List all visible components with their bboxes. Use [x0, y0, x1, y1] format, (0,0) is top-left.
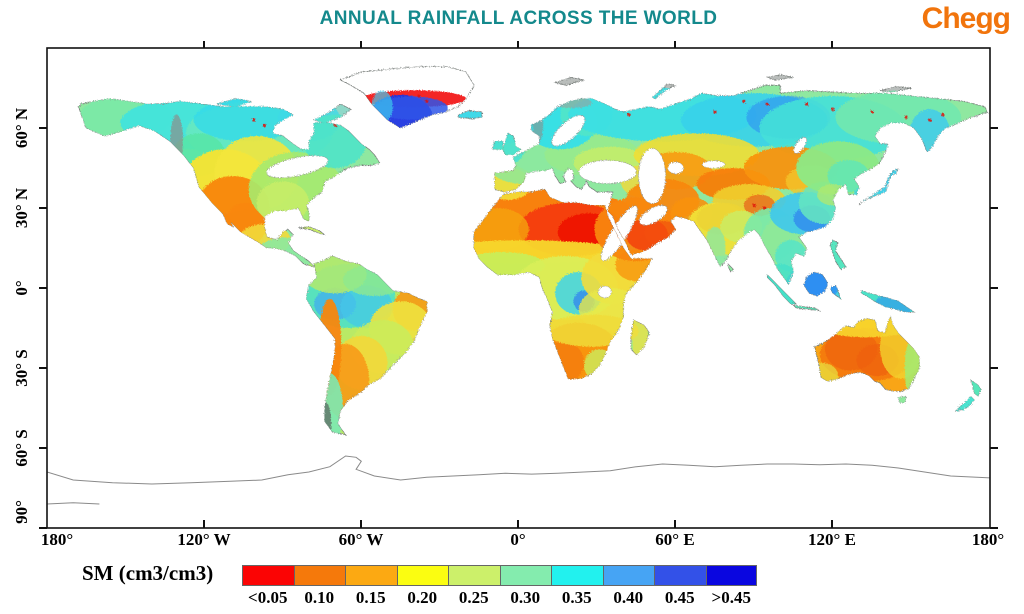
- lat-tick-label: 30° S: [12, 349, 31, 387]
- colorbar-tick-label: 0.25: [458, 588, 489, 607]
- land-cuba: [298, 226, 325, 236]
- world-map-svg: [46, 66, 991, 505]
- colorbar-cell-8: [654, 565, 706, 586]
- land-java: [792, 304, 820, 312]
- land-iceland: [457, 110, 483, 120]
- colorbar-cell-7: [602, 565, 654, 586]
- colorbar-tick-label: 0.40: [613, 588, 644, 607]
- map-plot-area: [46, 48, 991, 528]
- lat-tick-label: 60° S: [12, 429, 31, 467]
- colorbar-cell-4: [448, 565, 500, 586]
- colorbar-tick-label: 0.20: [407, 588, 438, 607]
- land-severnaya: [765, 74, 794, 81]
- colorbar-tick-label: 0.10: [304, 588, 335, 607]
- colorbar-tick-label: 0.15: [355, 588, 386, 607]
- lon-tick-label: 180°: [40, 530, 74, 549]
- colorbar-cell-2: [345, 565, 397, 586]
- colorbar-tick-label: 0.45: [664, 588, 695, 607]
- land-svalbard: [553, 76, 585, 86]
- land-philippines: [829, 239, 847, 270]
- colorbar-cell-5: [499, 565, 551, 586]
- land-srilanka: [727, 263, 734, 273]
- colorbar: [242, 565, 758, 586]
- lon-tick-label: 180°: [971, 530, 1005, 549]
- colorbar-cell-1: [293, 565, 345, 586]
- colorbar-cell-9: [705, 565, 757, 586]
- antarctica-outline: [46, 455, 991, 485]
- lon-tick-label: 0°: [510, 530, 526, 549]
- colorbar-tick-label: <0.05: [248, 588, 288, 607]
- lon-tick-label: 120° W: [177, 530, 231, 549]
- colorbar-tick-label: >0.45: [711, 588, 751, 607]
- lat-tick-label: 60° N: [12, 107, 31, 149]
- lat-tick-label: 30° N: [12, 187, 31, 229]
- colorbar-tick-label: 0.35: [561, 588, 592, 607]
- colorbar-cell-0: [242, 565, 294, 586]
- lat-tick-label: 0°: [12, 280, 31, 296]
- lon-tick-label: 120° E: [808, 530, 856, 549]
- legend-label: SM (cm3/cm3): [82, 561, 214, 585]
- chegg-logo: Chegg: [921, 2, 1011, 35]
- colorbar-tick-label: 0.30: [510, 588, 541, 607]
- colorbar-cell-6: [551, 565, 603, 586]
- page-title: ANNUAL RAINFALL ACROSS THE WORLD: [319, 8, 718, 29]
- lon-tick-label: 60° E: [655, 530, 695, 549]
- colorbar-cell-3: [396, 565, 448, 586]
- lon-tick-label: 60° W: [338, 530, 384, 549]
- world-map: [46, 48, 991, 533]
